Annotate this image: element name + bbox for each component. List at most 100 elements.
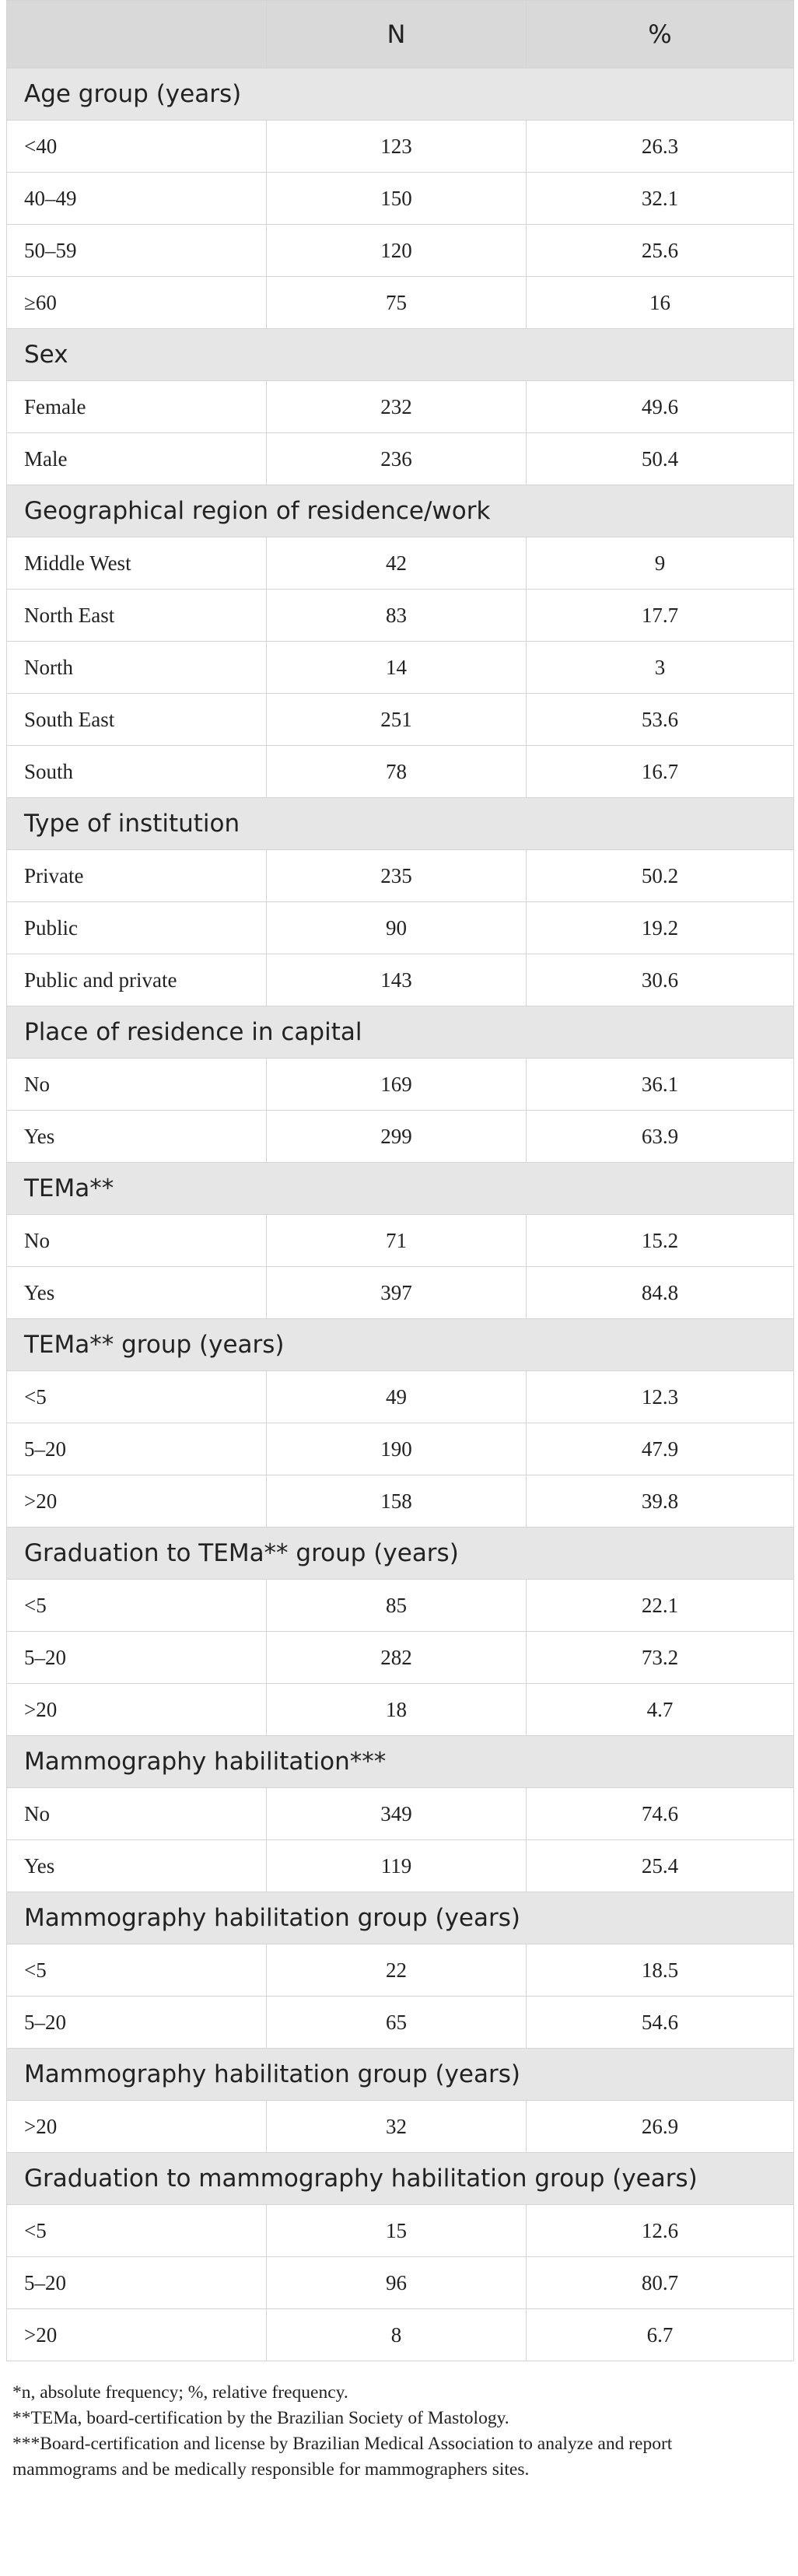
- section-title: Graduation to TEMa** group (years): [6, 1527, 794, 1580]
- row-label-cell: North: [6, 641, 267, 694]
- row-label-cell: Yes: [6, 1266, 267, 1319]
- percent-value-cell: 36.1: [526, 1058, 794, 1111]
- n-value-cell: 123: [266, 120, 527, 173]
- table-row: Public and private 143 30.6: [6, 954, 794, 1006]
- table-row: North East 83 17.7: [6, 589, 794, 642]
- section-title: Mammography habilitation group (years): [6, 2048, 794, 2101]
- table-row: Yes 397 84.8: [6, 1266, 794, 1319]
- section-title: Type of institution: [6, 797, 794, 850]
- row-label-cell: Female: [6, 380, 267, 433]
- n-value-cell: 90: [266, 901, 527, 954]
- row-label-cell: Middle West: [6, 537, 267, 590]
- header-row: N %: [6, 0, 794, 68]
- table-row: <5 49 12.3: [6, 1370, 794, 1423]
- section-header-row: TEMa** group (years): [6, 1318, 794, 1371]
- row-label-cell: North East: [6, 589, 267, 642]
- section-title: TEMa** group (years): [6, 1318, 794, 1371]
- row-label-cell: No: [6, 1058, 267, 1111]
- row-label-cell: Male: [6, 432, 267, 485]
- percent-value-cell: 74.6: [526, 1787, 794, 1840]
- section-header-row: Mammography habilitation***: [6, 1735, 794, 1788]
- section-header-row: TEMa**: [6, 1162, 794, 1215]
- n-value-cell: 49: [266, 1370, 527, 1423]
- section-title: TEMa**: [6, 1162, 794, 1215]
- row-label-cell: No: [6, 1214, 267, 1267]
- section-title: Mammography habilitation group (years): [6, 1892, 794, 1944]
- percent-value-cell: 19.2: [526, 901, 794, 954]
- row-label-cell: <5: [6, 2204, 267, 2257]
- n-value-cell: 32: [266, 2100, 527, 2153]
- table-row: >20 18 4.7: [6, 1683, 794, 1736]
- section-header-row: Sex: [6, 328, 794, 381]
- row-label-cell: <5: [6, 1579, 267, 1632]
- table-row: 5–20 96 80.7: [6, 2256, 794, 2309]
- row-label-cell: Public: [6, 901, 267, 954]
- n-value-cell: 169: [266, 1058, 527, 1111]
- table-row: ≥60 75 16: [6, 276, 794, 329]
- percent-value-cell: 73.2: [526, 1631, 794, 1684]
- table-row: No 349 74.6: [6, 1787, 794, 1840]
- footnote: **TEMa, board-certification by the Brazi…: [12, 2408, 509, 2428]
- table-row: 5–20 190 47.9: [6, 1423, 794, 1475]
- n-value-cell: 65: [266, 1996, 527, 2049]
- percent-value-cell: 15.2: [526, 1214, 794, 1267]
- footnote: mammograms and be medically responsible …: [12, 2459, 530, 2480]
- n-value-cell: 8: [266, 2308, 527, 2361]
- table-row: <5 22 18.5: [6, 1944, 794, 1997]
- section-title: Graduation to mammography habilitation g…: [6, 2152, 794, 2205]
- n-value-cell: 349: [266, 1787, 527, 1840]
- row-label-cell: <40: [6, 120, 267, 173]
- table-body: Age group (years) <40 123 26.3 40–49 150 32.1 5…: [6, 68, 794, 2361]
- row-label-cell: <5: [6, 1944, 267, 1997]
- section-title: Mammography habilitation***: [6, 1735, 794, 1788]
- row-label-cell: 5–20: [6, 1631, 267, 1684]
- percent-value-cell: 84.8: [526, 1266, 794, 1319]
- section-header-row: Graduation to TEMa** group (years): [6, 1527, 794, 1580]
- section-title: Age group (years): [6, 68, 794, 121]
- row-label-cell: South: [6, 745, 267, 798]
- table-row: >20 158 39.8: [6, 1475, 794, 1528]
- section-header-row: Geographical region of residence/work: [6, 485, 794, 537]
- row-label-cell: South East: [6, 693, 267, 746]
- n-value-cell: 85: [266, 1579, 527, 1632]
- percent-value-cell: 30.6: [526, 954, 794, 1006]
- table-row: Male 236 50.4: [6, 432, 794, 485]
- n-value-cell: 14: [266, 641, 527, 694]
- percent-value-cell: 16: [526, 276, 794, 329]
- section-header-row: Graduation to mammography habilitation g…: [6, 2152, 794, 2205]
- n-value-cell: 83: [266, 589, 527, 642]
- footnotes: *n, absolute frequency; %, relative freq…: [12, 2380, 793, 2483]
- n-value-cell: 78: [266, 745, 527, 798]
- section-title: Geographical region of residence/work: [6, 485, 794, 537]
- table-row: No 71 15.2: [6, 1214, 794, 1267]
- table-row: <5 15 12.6: [6, 2204, 794, 2257]
- percent-value-cell: 17.7: [526, 589, 794, 642]
- n-value-cell: 143: [266, 954, 527, 1006]
- table-row: >20 32 26.9: [6, 2100, 794, 2153]
- percent-value-cell: 26.3: [526, 120, 794, 173]
- section-header-row: Age group (years): [6, 68, 794, 121]
- section-header-row: Type of institution: [6, 797, 794, 850]
- percent-value-cell: 63.9: [526, 1110, 794, 1163]
- row-label-cell: 40–49: [6, 172, 267, 225]
- footnote: *n, absolute frequency; %, relative freq…: [12, 2382, 348, 2403]
- table-row: Public 90 19.2: [6, 901, 794, 954]
- percent-value-cell: 3: [526, 641, 794, 694]
- table-row: 40–49 150 32.1: [6, 172, 794, 225]
- n-value-cell: 397: [266, 1266, 527, 1319]
- row-label-cell: Yes: [6, 1110, 267, 1163]
- table-row: South 78 16.7: [6, 745, 794, 798]
- row-label-cell: 5–20: [6, 1423, 267, 1475]
- row-label-cell: No: [6, 1787, 267, 1840]
- row-label-cell: Public and private: [6, 954, 267, 1006]
- percent-value-cell: 4.7: [526, 1683, 794, 1736]
- percent-value-cell: 50.4: [526, 432, 794, 485]
- section-header-row: Mammography habilitation group (years): [6, 2048, 794, 2101]
- table-row: Female 232 49.6: [6, 380, 794, 433]
- percent-value-cell: 39.8: [526, 1475, 794, 1528]
- row-label-cell: >20: [6, 2308, 267, 2361]
- data-table-container: N % Age group (years) <40 123 26.3 40–49 150 3…: [6, 0, 794, 2483]
- percent-value-cell: 25.6: [526, 224, 794, 277]
- row-label-cell: <5: [6, 1370, 267, 1423]
- n-value-cell: 22: [266, 1944, 527, 1997]
